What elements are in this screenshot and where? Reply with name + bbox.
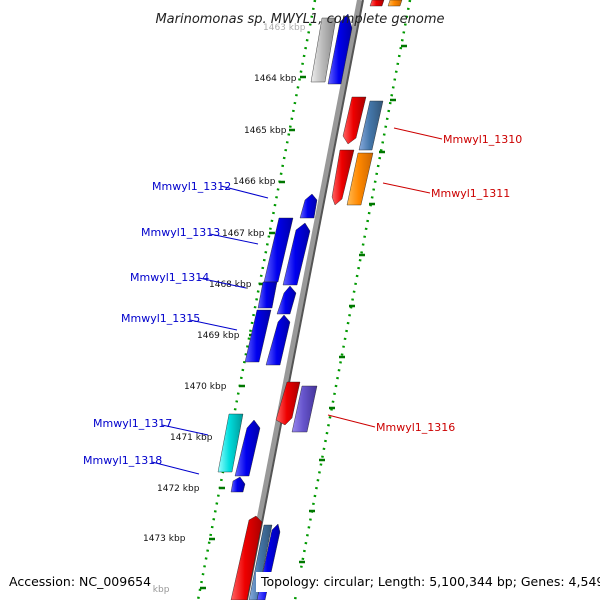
label-mmwyl1-1318[interactable]: Mmwyl1_1318: [83, 454, 162, 467]
gene-mmwyl1-1311[interactable]: [331, 149, 355, 206]
reverse-strand-genes: [275, 0, 403, 433]
label-mmwyl1-1312[interactable]: Mmwyl1_1312: [152, 180, 231, 193]
gene-mmwyl1-1316-purple[interactable]: [291, 385, 318, 433]
gene-mmwyl1-1313-left[interactable]: [263, 217, 294, 283]
gene-gray-top[interactable]: [310, 17, 337, 83]
footer-topology-bg: [256, 572, 596, 592]
label-mmwyl1-1313[interactable]: Mmwyl1_1313: [141, 226, 220, 239]
label-mmwyl1-1311[interactable]: Mmwyl1_1311: [431, 187, 510, 200]
kbp-label-1465: 1465 kbp: [244, 126, 287, 136]
gene-mmwyl1-1318-upper[interactable]: [234, 419, 261, 477]
gene-mmwyl1-1314-left[interactable]: [257, 281, 278, 309]
gene-red-bottom[interactable]: [230, 515, 263, 600]
gene-mmwyl1-1316[interactable]: [275, 381, 301, 426]
outer-ruler-line: [293, 0, 412, 600]
gene-mmwyl1-1311-orange[interactable]: [346, 152, 374, 206]
gene-steel-bottom[interactable]: [248, 524, 273, 600]
label-mmwyl1-1315[interactable]: Mmwyl1_1315: [121, 312, 200, 325]
gene-mmwyl1-1315-left[interactable]: [244, 309, 272, 363]
kbp-label-1470: 1470 kbp: [184, 382, 227, 392]
footer-accession-bg: [4, 572, 150, 592]
reverse-gene-labels: Mmwyl1_1310 Mmwyl1_1311 Mmwyl1_1316: [327, 127, 522, 434]
genome-backbone-highlight: [246, 0, 364, 600]
kbp-label-1473: 1473 kbp: [143, 534, 186, 544]
inner-ruler-line: [196, 0, 317, 600]
gene-mmwyl1-1310-steel[interactable]: [358, 100, 384, 151]
gene-red-top[interactable]: [369, 0, 385, 7]
gene-mmwyl1-1318-lower[interactable]: [230, 476, 246, 493]
footer-topology: Topology: circular; Length: 5,100,344 bp…: [260, 574, 600, 589]
footer-accession: Accession: NC_009654: [9, 574, 151, 589]
label-mmwyl1-1317[interactable]: Mmwyl1_1317: [93, 417, 172, 430]
gene-mmwyl1-1310[interactable]: [342, 96, 367, 145]
forward-strand-genes: [217, 13, 353, 600]
genome-title: Marinomonas sp. MWYL1, complete genome: [155, 12, 444, 27]
label-mmwyl1-1314[interactable]: Mmwyl1_1314: [130, 271, 209, 284]
kbp-label-1472: 1472 kbp: [157, 484, 200, 494]
gene-mmwyl1-1314-right[interactable]: [276, 285, 297, 315]
gene-blue-top[interactable]: [327, 13, 353, 85]
forward-gene-labels: Mmwyl1_1312 Mmwyl1_1313 Mmwyl1_1314 Mmwy…: [83, 180, 269, 475]
outer-ruler-ticks: [299, 44, 407, 564]
genome-backbone: [241, 0, 363, 600]
gene-mmwyl1-1315-right[interactable]: [265, 314, 291, 366]
kbp-label-1467: 1467 kbp: [222, 229, 265, 239]
gene-mmwyl1-1313-right[interactable]: [282, 222, 311, 286]
gene-mmwyl1-1317[interactable]: [217, 413, 244, 473]
kbp-label-1466: 1466 kbp: [233, 177, 276, 187]
kbp-label-1469: 1469 kbp: [197, 331, 240, 341]
label-mmwyl1-1316[interactable]: Mmwyl1_1316: [376, 421, 455, 434]
kbp-label-1463: 1463 kbp: [263, 23, 306, 33]
kbp-label-1464: 1464 kbp: [254, 74, 297, 84]
kbp-label-1471: 1471 kbp: [170, 433, 213, 443]
gene-mmwyl1-1312[interactable]: [299, 193, 318, 219]
label-mmwyl1-1310[interactable]: Mmwyl1_1310: [443, 133, 522, 146]
gene-orange-top[interactable]: [387, 0, 403, 7]
